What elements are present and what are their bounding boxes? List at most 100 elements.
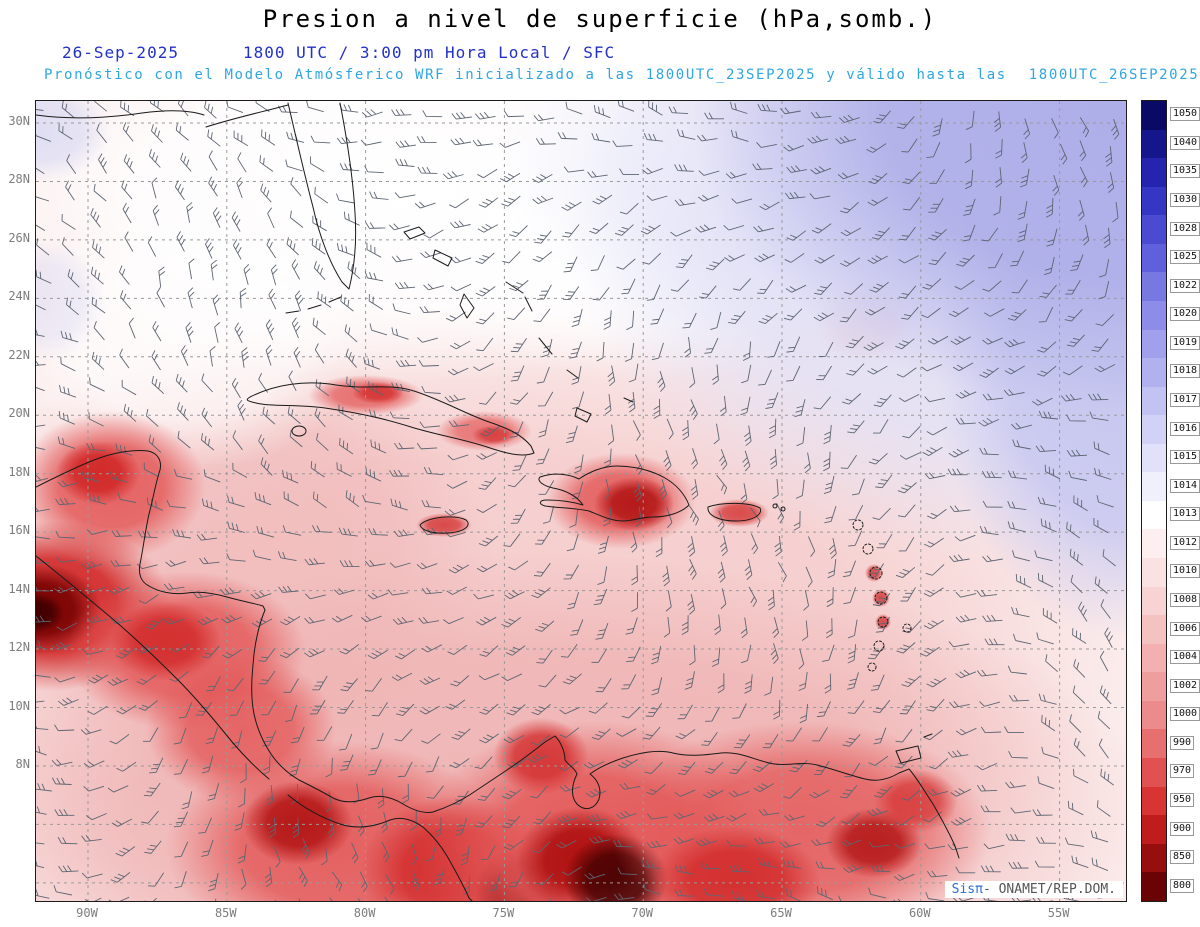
coast-florida <box>287 102 357 290</box>
colorbar-cell <box>1142 700 1166 730</box>
graticule-layer <box>36 101 1126 901</box>
lat-tick-label: 12N <box>8 640 30 655</box>
colorbar-tick-label: 1030 <box>1170 193 1200 207</box>
colorbar-tick-label: 1020 <box>1170 307 1200 322</box>
colorbar-tick-label: 1028 <box>1170 221 1200 236</box>
coast-lesser-antilles <box>852 519 912 672</box>
pressure-map: Sisπ- ONAMET/REP.DOM. <box>35 100 1127 902</box>
lat-tick-label: 26N <box>8 230 30 245</box>
lon-tick-label: 85W <box>214 906 237 920</box>
watermark: Sisπ- ONAMET/REP.DOM. <box>944 881 1123 898</box>
colorbar-cell <box>1142 358 1166 387</box>
colorbar-tick-label: 1018 <box>1170 364 1200 379</box>
lat-tick-label: 16N <box>8 523 30 538</box>
colorbar-tick-label: 1025 <box>1170 250 1200 265</box>
colorbar-tick-label: 1015 <box>1170 450 1200 465</box>
lat-tick-label: 24N <box>8 289 30 304</box>
datetime-line: 26-Sep-2025 1800 UTC / 3:00 pm Hora Local… <box>62 43 615 62</box>
colorbar-cell <box>1142 472 1166 501</box>
colorbar-tick-label: 950 <box>1170 793 1195 807</box>
colorbar-cell <box>1142 129 1166 159</box>
lat-tick-label: 22N <box>8 347 30 362</box>
lon-tick-label: 70W <box>631 906 654 920</box>
colorbar-tick-label: 1017 <box>1170 393 1200 407</box>
colorbar-tick-label: 1019 <box>1170 335 1200 350</box>
colorbar-tick-label: 800 <box>1170 878 1195 893</box>
valid-date: 26-Sep-2025 <box>62 43 179 62</box>
lon-tick-label: 90W <box>76 906 98 920</box>
colorbar-cell <box>1142 158 1166 187</box>
colorbar-cell <box>1142 186 1166 216</box>
coast-central-america-south-america <box>36 450 960 859</box>
colorbar-tick-label: 1014 <box>1170 478 1200 493</box>
colorbar-tick-label: 1016 <box>1170 421 1200 436</box>
coast-virgin-islands <box>772 503 786 512</box>
colorbar-cell <box>1142 300 1166 330</box>
coast-cuba <box>246 382 535 456</box>
map-canvas <box>36 101 1126 901</box>
colorbar-cell <box>1142 586 1166 616</box>
colorbar-cell <box>1142 415 1166 444</box>
coast-pacific-panama-colombia <box>287 794 473 901</box>
lat-tick-label: 30N <box>8 114 30 128</box>
colorbar-cell <box>1142 843 1166 873</box>
colorbar-tick-label: 1013 <box>1170 507 1200 522</box>
coast-puerto-rico <box>707 502 762 522</box>
coast-us-gulf <box>36 110 205 119</box>
coast-florida-panhandle <box>205 104 289 128</box>
colorbar-cell <box>1142 386 1166 416</box>
lon-tick-label: 60W <box>908 906 931 920</box>
colorbar-tick-label: 990 <box>1170 735 1195 750</box>
colorbar-tick-label: 1040 <box>1170 135 1200 150</box>
colorbar-cell <box>1142 243 1166 273</box>
lon-tick-label: 65W <box>770 906 792 920</box>
lat-tick-label: 14N <box>8 581 30 596</box>
colorbar-tick-label: 1008 <box>1170 593 1200 607</box>
lat-tick-label: 18N <box>8 464 30 479</box>
coast-pacific-central-america <box>36 555 270 780</box>
model-valid-until: 1800UTC_26SEP2025 <box>1028 67 1200 83</box>
pressure-shading-layer <box>36 101 1126 901</box>
colorbar-cell <box>1142 529 1166 558</box>
colorbar-cell <box>1142 443 1166 473</box>
coast-trinidad <box>895 733 933 764</box>
lon-tick-label: 75W <box>492 906 515 920</box>
coast-jamaica <box>419 516 469 534</box>
colorbar-tick-label: 1006 <box>1170 621 1200 636</box>
colorbar-tick-label: 1050 <box>1170 107 1200 122</box>
lat-tick-label: 8N <box>15 756 30 771</box>
colorbar-tick-label: 1002 <box>1170 678 1200 693</box>
lon-tick-label: 80W <box>353 906 376 920</box>
colorbar-cell <box>1142 329 1166 359</box>
colorbar-tick-label: 900 <box>1170 821 1195 836</box>
model-info-line: Pronóstico con el Modelo Atmósferico WRF… <box>44 67 1199 83</box>
lat-tick-label: 20N <box>8 406 30 421</box>
colorbar-cell <box>1142 786 1166 816</box>
colorbar-cell <box>1142 815 1166 844</box>
colorbar-cell <box>1142 101 1166 130</box>
colorbar-cell <box>1142 643 1166 673</box>
coastlines-layer <box>36 102 960 901</box>
coast-bahamas <box>403 226 634 423</box>
watermark-source: - ONAMET/REP.DOM. <box>982 882 1116 897</box>
colorbar-cell <box>1142 757 1166 787</box>
coast-hispaniola <box>538 465 690 522</box>
lat-tick-label: 28N <box>8 172 30 187</box>
colorbar-tick-label: 1010 <box>1170 564 1200 579</box>
colorbar-cell <box>1142 672 1166 701</box>
colorbar-tick-label: 1012 <box>1170 535 1200 550</box>
colorbar-tick-label: 970 <box>1170 764 1195 779</box>
colorbar-tick-label: 1000 <box>1170 707 1200 722</box>
valid-hour: 1800 UTC / 3:00 pm Hora Local / SFC <box>242 43 616 62</box>
colorbar-cell <box>1142 215 1166 244</box>
lon-tick-label: 55W <box>1047 906 1070 920</box>
colorbar-cell <box>1142 729 1166 758</box>
watermark-brand: Sisπ <box>951 882 983 897</box>
colorbar-cell <box>1142 615 1166 644</box>
colorbar-cell <box>1142 272 1166 301</box>
colorbar-cell <box>1142 558 1166 587</box>
colorbar-tick-label: 1022 <box>1170 278 1200 293</box>
coast-florida-keys <box>285 296 342 314</box>
colorbar-tick-label: 850 <box>1170 850 1195 865</box>
wind-barbs-layer <box>36 101 1120 901</box>
